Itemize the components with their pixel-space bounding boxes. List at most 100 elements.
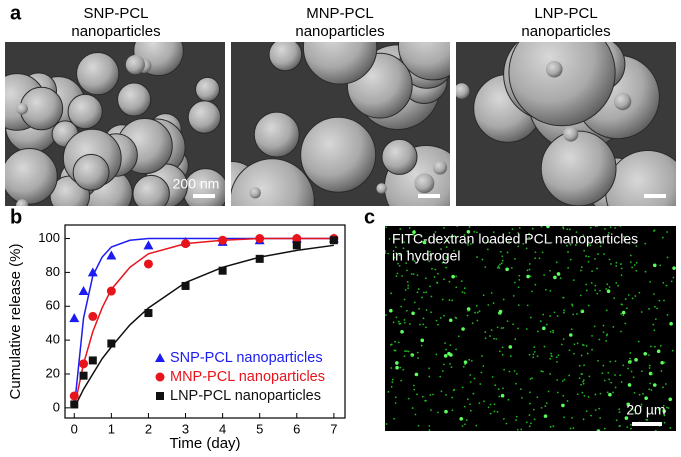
dot	[541, 251, 544, 254]
dot	[626, 426, 629, 429]
dot	[514, 257, 516, 260]
dot	[614, 374, 616, 376]
dot	[566, 400, 569, 402]
dot	[461, 386, 464, 389]
dot	[572, 427, 575, 430]
dot	[670, 280, 673, 283]
dot	[498, 313, 501, 316]
dot	[615, 261, 618, 264]
dot	[569, 243, 572, 246]
dot	[568, 349, 571, 352]
dot	[528, 414, 531, 416]
particle	[613, 92, 632, 111]
panel-label: b	[10, 206, 22, 228]
dot	[450, 236, 452, 239]
dot	[445, 246, 448, 248]
dot	[617, 284, 619, 287]
dot	[602, 364, 605, 367]
dot	[480, 371, 483, 374]
dot	[466, 314, 469, 317]
dot	[653, 230, 655, 232]
dot	[580, 354, 583, 357]
x-tick-label: 2	[145, 421, 152, 436]
dot	[425, 291, 428, 294]
dot	[503, 368, 506, 371]
dot	[408, 227, 411, 229]
dot	[420, 235, 423, 238]
marker	[106, 286, 116, 296]
dot	[608, 378, 611, 381]
dot	[463, 234, 466, 236]
dot	[582, 382, 585, 385]
dot	[421, 395, 424, 398]
dot	[445, 348, 448, 351]
dot	[506, 251, 509, 254]
dot	[614, 360, 617, 363]
dot	[572, 313, 575, 316]
dot	[465, 419, 468, 422]
dot	[579, 294, 582, 297]
dot	[540, 226, 543, 228]
dot	[505, 237, 508, 240]
dot	[542, 313, 545, 316]
dot	[517, 327, 519, 330]
dot	[501, 255, 504, 258]
marker	[69, 313, 80, 323]
dot	[481, 258, 484, 261]
dot	[552, 329, 554, 332]
dot	[445, 266, 448, 269]
dot	[410, 355, 413, 357]
dot	[443, 226, 445, 229]
x-tick-label: 1	[108, 421, 115, 436]
dot	[618, 425, 621, 428]
marker	[181, 239, 191, 249]
dot	[526, 304, 529, 307]
dot	[452, 389, 455, 392]
dot	[453, 235, 456, 237]
dot	[466, 307, 471, 311]
dot	[437, 411, 439, 414]
dot	[550, 355, 553, 357]
particle	[414, 173, 435, 194]
dot	[532, 408, 535, 411]
dot	[385, 250, 387, 252]
marker	[107, 339, 116, 348]
dot	[621, 310, 626, 315]
dot	[662, 409, 664, 411]
dot	[606, 283, 609, 286]
dot	[395, 252, 398, 255]
dot	[662, 386, 664, 389]
x-tick-label: 5	[256, 421, 263, 436]
dot	[615, 264, 618, 267]
dot	[596, 226, 599, 227]
dot	[395, 361, 399, 365]
dot	[407, 350, 410, 353]
dot	[517, 286, 520, 289]
dot	[591, 270, 593, 273]
dot	[596, 292, 599, 295]
dot	[653, 293, 655, 295]
dot	[607, 371, 610, 374]
dot	[412, 230, 416, 234]
dot	[549, 269, 551, 272]
dot	[660, 360, 664, 365]
dot	[624, 416, 629, 420]
dot	[451, 396, 454, 399]
particle	[563, 126, 579, 142]
dot	[553, 311, 556, 314]
dot	[437, 323, 439, 326]
dot	[405, 269, 408, 272]
x-tick-label: 7	[330, 421, 337, 436]
dot	[416, 351, 419, 354]
dot	[538, 257, 541, 260]
dot	[635, 245, 638, 248]
dot	[455, 317, 458, 320]
dot	[529, 391, 531, 394]
dot	[635, 261, 638, 264]
dot	[665, 284, 668, 287]
dot	[587, 243, 590, 246]
dot	[498, 350, 501, 353]
dot	[468, 240, 471, 242]
dot	[429, 394, 432, 396]
dot	[597, 359, 599, 362]
